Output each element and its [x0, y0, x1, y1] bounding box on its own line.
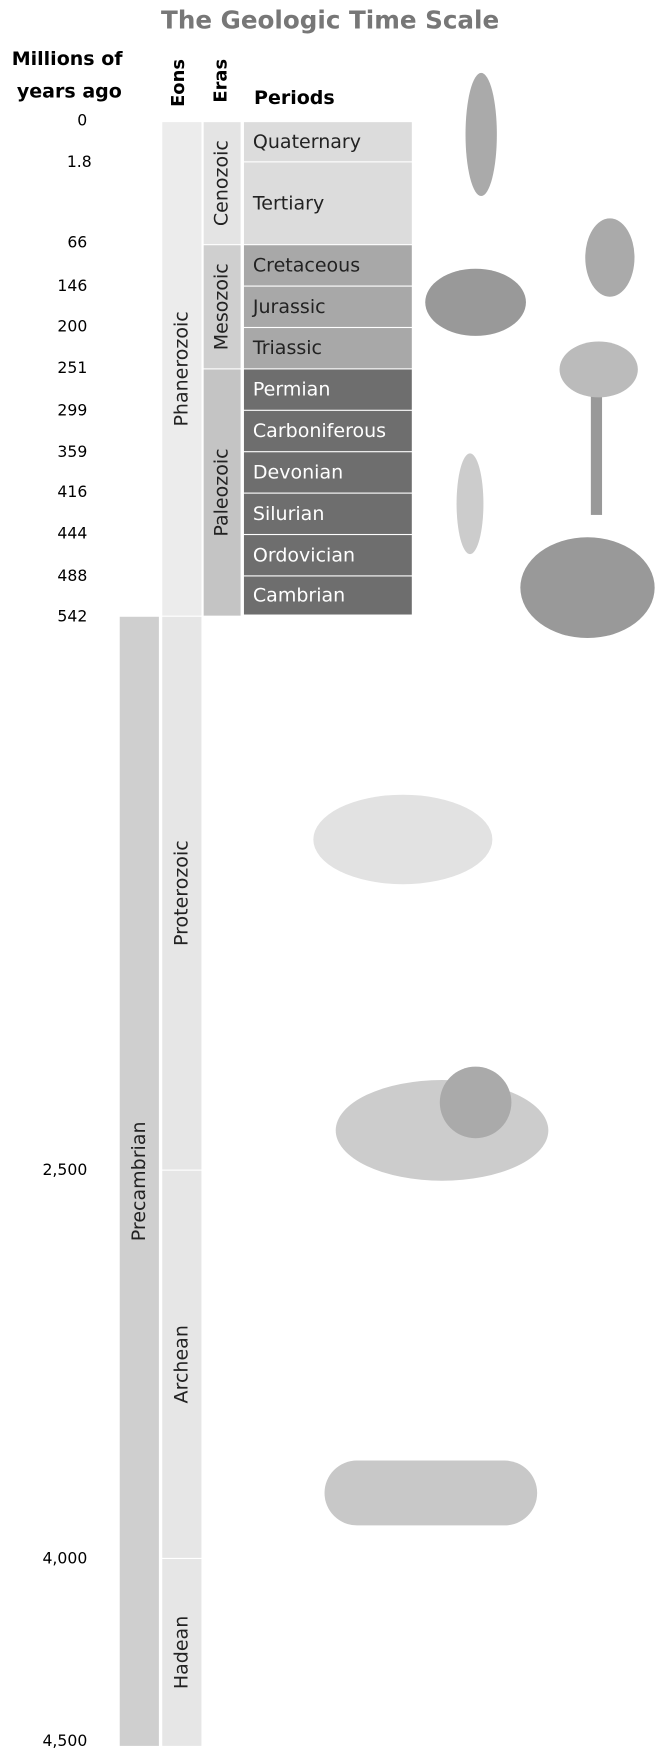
time-label: 4,500 [42, 1731, 87, 1750]
era [162, 616, 202, 1170]
period [243, 493, 412, 534]
eon [119, 616, 159, 1746]
time-header: Millions of [12, 48, 124, 70]
era [203, 369, 241, 616]
period [243, 245, 412, 286]
eon-label: Phanerozoic [170, 311, 192, 426]
period-label: Silurian [253, 503, 325, 525]
period [243, 576, 412, 615]
time-label: 542 [57, 606, 87, 625]
era [203, 245, 241, 369]
period [243, 535, 412, 576]
period [243, 328, 412, 369]
era-label: Cenozoic [211, 140, 233, 226]
time-label: 444 [57, 523, 87, 542]
period [243, 162, 412, 245]
period-label: Ordovician [253, 544, 355, 566]
period-label: Carboniferous [253, 420, 386, 442]
period [243, 369, 412, 410]
period-label: Cretaceous [253, 254, 360, 276]
era [203, 122, 241, 245]
time-label: 251 [57, 358, 87, 377]
time-header: years ago [17, 80, 122, 102]
time-label: 0 [77, 111, 87, 130]
time-label: 1.8 [67, 152, 92, 171]
period-label: Triassic [252, 337, 322, 359]
time-label: 200 [57, 316, 87, 335]
era-label: Proterozoic [170, 840, 192, 946]
title: The Geologic Time Scale [161, 5, 499, 34]
periods-header: Periods [254, 87, 335, 109]
period [243, 286, 412, 327]
eras-header: Eras [211, 59, 232, 103]
period-label: Quaternary [253, 131, 361, 153]
period-label: Jurassic [252, 296, 326, 318]
time-label: 2,500 [42, 1160, 87, 1179]
era-label: Archean [170, 1325, 192, 1403]
illustrations [313, 72, 655, 1526]
era-label: Paleozoic [211, 448, 233, 536]
eon [162, 122, 202, 616]
period-label: Permian [253, 379, 330, 401]
time-label: 488 [57, 566, 87, 585]
period [243, 452, 412, 493]
period-label: Tertiary [252, 192, 324, 214]
period [243, 410, 412, 452]
era-label: Mesozoic [211, 263, 233, 350]
time-label: 416 [57, 482, 87, 501]
time-label: 66 [67, 233, 87, 252]
time-label: 359 [57, 442, 87, 461]
eons-header: Eons [168, 59, 189, 107]
period [243, 122, 412, 162]
period-label: Devonian [253, 461, 343, 483]
eon-label: Precambrian [128, 1121, 150, 1241]
time-label: 299 [57, 400, 87, 419]
era-label: Hadean [170, 1616, 192, 1689]
era [162, 1170, 202, 1558]
time-label: 146 [57, 276, 87, 295]
period-label: Cambrian [253, 585, 345, 607]
era [162, 1559, 202, 1746]
time-label: 4,000 [42, 1548, 87, 1567]
